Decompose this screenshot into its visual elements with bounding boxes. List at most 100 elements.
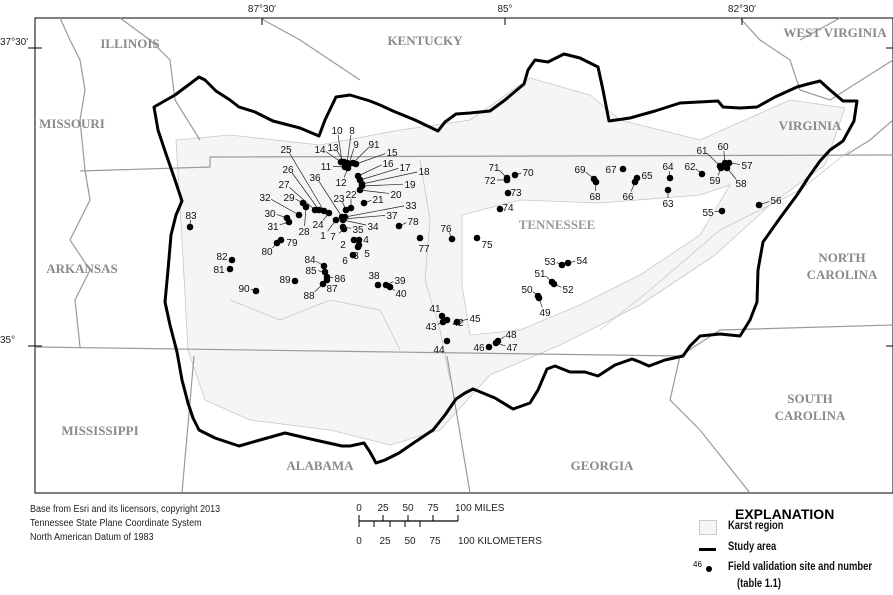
site-41[interactable]: 41 (429, 304, 446, 320)
site-dot-icon[interactable] (295, 211, 303, 219)
site-2[interactable]: 2 (340, 236, 358, 251)
site-24[interactable]: 24 (312, 209, 333, 231)
site-75[interactable]: 75 (473, 234, 493, 251)
site-dot-icon[interactable] (339, 223, 347, 231)
site-dot-icon[interactable] (252, 287, 260, 295)
site-88[interactable]: 88 (303, 280, 327, 302)
site-35[interactable]: 35 (339, 223, 364, 236)
site-84[interactable]: 84 (304, 255, 328, 270)
site-dot-icon[interactable] (349, 159, 357, 167)
site-dot-icon[interactable] (347, 204, 355, 212)
site-dot-icon[interactable] (356, 186, 364, 194)
site-70[interactable]: 70 (511, 168, 534, 179)
site-dot-icon[interactable] (299, 199, 307, 207)
site-29[interactable]: 29 (283, 193, 307, 207)
site-dot-icon[interactable] (718, 207, 726, 215)
site-dot-icon[interactable] (186, 223, 194, 231)
site-dot-icon[interactable] (349, 251, 357, 259)
site-5[interactable]: 5 (354, 243, 371, 260)
site-73[interactable]: 73 (504, 188, 522, 199)
site-dot-icon[interactable] (285, 218, 293, 226)
site-dot-icon[interactable] (666, 174, 674, 182)
site-dot-icon[interactable] (534, 292, 542, 300)
site-45[interactable]: 45 (453, 314, 481, 326)
site-dot-icon[interactable] (319, 280, 327, 288)
site-dot-icon[interactable] (558, 261, 566, 269)
site-dot-icon[interactable] (631, 178, 639, 186)
site-62[interactable]: 62 (684, 162, 706, 178)
site-1[interactable]: 1 (320, 216, 340, 242)
site-dot-icon[interactable] (721, 159, 729, 167)
site-22[interactable]: 22 (345, 190, 357, 212)
site-dot-icon[interactable] (395, 222, 403, 230)
site-dot-icon[interactable] (323, 276, 331, 284)
site-87[interactable]: 87 (323, 276, 338, 295)
site-48[interactable]: 48 (494, 330, 517, 345)
site-20[interactable]: 20 (356, 186, 402, 201)
site-dot-icon[interactable] (453, 318, 461, 326)
site-85[interactable]: 85 (305, 266, 329, 277)
site-dot-icon[interactable] (320, 207, 328, 215)
site-dot-icon[interactable] (350, 236, 358, 244)
site-46[interactable]: 46 (473, 343, 493, 354)
site-44[interactable]: 44 (433, 337, 451, 356)
site-dot-icon[interactable] (590, 175, 598, 183)
site-40[interactable]: 40 (386, 283, 407, 300)
site-37[interactable]: 37 (339, 211, 398, 223)
site-dot-icon[interactable] (511, 171, 519, 179)
site-dot-icon[interactable] (504, 189, 512, 197)
site-dot-icon[interactable] (228, 256, 236, 264)
site-dot-icon[interactable] (360, 199, 368, 207)
site-69[interactable]: 69 (574, 165, 598, 183)
site-76[interactable]: 76 (440, 224, 456, 243)
site-56[interactable]: 56 (755, 196, 782, 209)
site-52[interactable]: 52 (550, 280, 574, 296)
site-dot-icon[interactable] (550, 280, 558, 288)
site-dot-icon[interactable] (438, 312, 446, 320)
site-dot-icon[interactable] (339, 215, 347, 223)
site-dot-icon[interactable] (716, 162, 724, 170)
site-64[interactable]: 64 (662, 162, 674, 182)
site-dot-icon[interactable] (332, 216, 340, 224)
site-27[interactable]: 27 (278, 180, 319, 214)
site-72[interactable]: 72 (484, 176, 511, 187)
site-67[interactable]: 67 (605, 165, 627, 176)
site-43[interactable]: 43 (425, 318, 447, 333)
site-dot-icon[interactable] (355, 236, 363, 244)
site-dot-icon[interactable] (723, 164, 731, 172)
site-dot-icon[interactable] (485, 343, 493, 351)
site-dot-icon[interactable] (494, 337, 502, 345)
site-dot-icon[interactable] (416, 234, 424, 242)
site-78[interactable]: 78 (395, 217, 419, 230)
site-dot-icon[interactable] (320, 262, 328, 270)
site-66[interactable]: 66 (622, 178, 639, 203)
site-dot-icon[interactable] (564, 259, 572, 267)
site-dot-icon[interactable] (496, 205, 504, 213)
site-90[interactable]: 90 (238, 284, 260, 295)
site-89[interactable]: 89 (279, 275, 299, 286)
site-dot-icon[interactable] (448, 235, 456, 243)
site-dot-icon[interactable] (337, 158, 345, 166)
site-12[interactable]: 12 (335, 164, 352, 189)
site-dot-icon[interactable] (344, 164, 352, 172)
site-82[interactable]: 82 (216, 252, 236, 264)
site-6[interactable]: 6 (342, 251, 357, 267)
site-38[interactable]: 38 (368, 271, 382, 289)
site-81[interactable]: 81 (213, 265, 234, 276)
site-31[interactable]: 31 (267, 218, 293, 233)
site-25[interactable]: 25 (280, 145, 328, 215)
site-50[interactable]: 50 (521, 285, 542, 300)
site-61[interactable]: 61 (696, 146, 724, 170)
site-dot-icon[interactable] (291, 277, 299, 285)
site-dot-icon[interactable] (273, 239, 281, 247)
site-53[interactable]: 53 (544, 257, 566, 269)
site-dot-icon[interactable] (342, 206, 350, 214)
site-83[interactable]: 83 (185, 211, 197, 231)
site-dot-icon[interactable] (755, 201, 763, 209)
site-55[interactable]: 55 (702, 207, 726, 219)
site-58[interactable]: 58 (723, 164, 747, 190)
site-dot-icon[interactable] (321, 268, 329, 276)
site-dot-icon[interactable] (619, 165, 627, 173)
site-dot-icon[interactable] (664, 186, 672, 194)
site-14[interactable]: 14 (314, 145, 345, 166)
